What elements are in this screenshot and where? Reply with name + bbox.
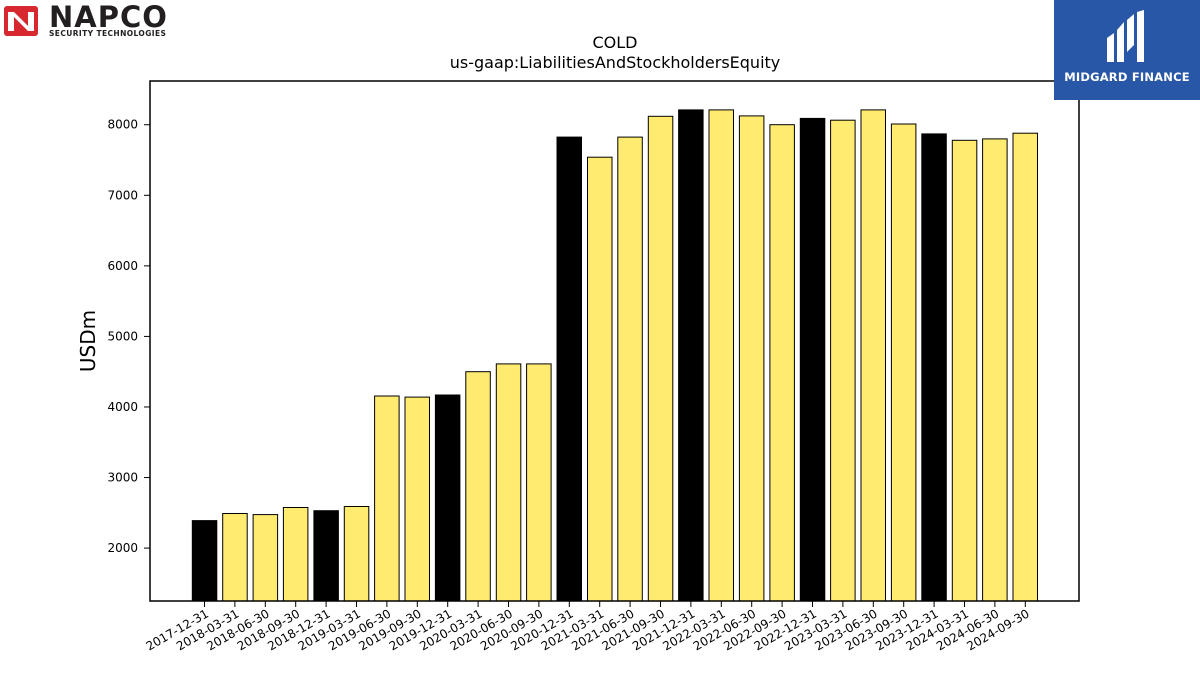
bar	[252, 514, 279, 602]
midgard-mark-icon	[1107, 10, 1144, 62]
bar-series	[191, 109, 1038, 602]
bar	[921, 133, 947, 602]
y-axis-ticks: 2000 3000 4000 5000 6000 7000 8000	[107, 118, 150, 555]
bar	[343, 506, 370, 602]
bar	[587, 156, 613, 602]
napco-logo: NAPCO SECURITY TECHNOLOGIES	[4, 0, 209, 40]
bar	[830, 119, 856, 602]
plot-frame	[149, 80, 1080, 602]
x-axis-ticks: 2017-12-312018-03-312018-06-302018-09-30…	[144, 601, 1032, 653]
y-tick-label: 6000	[107, 259, 138, 273]
bar	[982, 138, 1008, 602]
bar	[556, 136, 582, 602]
bar	[647, 115, 674, 602]
chart-title: COLD	[593, 33, 638, 52]
bar	[617, 136, 643, 602]
bar	[495, 363, 522, 602]
bar	[951, 139, 978, 602]
bar	[374, 395, 400, 602]
y-tick-label: 4000	[107, 400, 138, 414]
napco-mark-icon	[4, 6, 38, 36]
y-axis-label: USDm	[76, 310, 100, 372]
bar	[222, 513, 248, 602]
bar	[678, 109, 704, 602]
napco-logo-name: NAPCO	[49, 0, 168, 34]
bar	[313, 510, 339, 602]
y-tick-label: 7000	[107, 188, 138, 202]
y-tick-label: 5000	[107, 329, 138, 343]
y-tick-label: 3000	[107, 471, 138, 485]
y-tick-label: 8000	[107, 118, 138, 132]
bar	[738, 115, 765, 602]
bar	[799, 117, 826, 602]
bar	[282, 507, 309, 602]
bar	[860, 109, 886, 602]
chart-subtitle: us-gaap:LiabilitiesAndStockholdersEquity	[450, 53, 781, 72]
midgard-logo-name: MIDGARD FINANCE	[1064, 70, 1190, 84]
bar	[526, 363, 552, 602]
bar	[890, 123, 917, 602]
midgard-finance-logo: MIDGARD FINANCE	[1054, 0, 1200, 100]
bar	[1012, 132, 1038, 602]
bar	[191, 520, 218, 602]
bar	[708, 109, 734, 602]
napco-logo-subtitle: SECURITY TECHNOLOGIES	[49, 29, 167, 38]
bar	[769, 124, 795, 602]
bar	[434, 394, 461, 602]
bar	[404, 396, 430, 602]
y-tick-label: 2000	[107, 541, 138, 555]
bar	[465, 371, 491, 602]
